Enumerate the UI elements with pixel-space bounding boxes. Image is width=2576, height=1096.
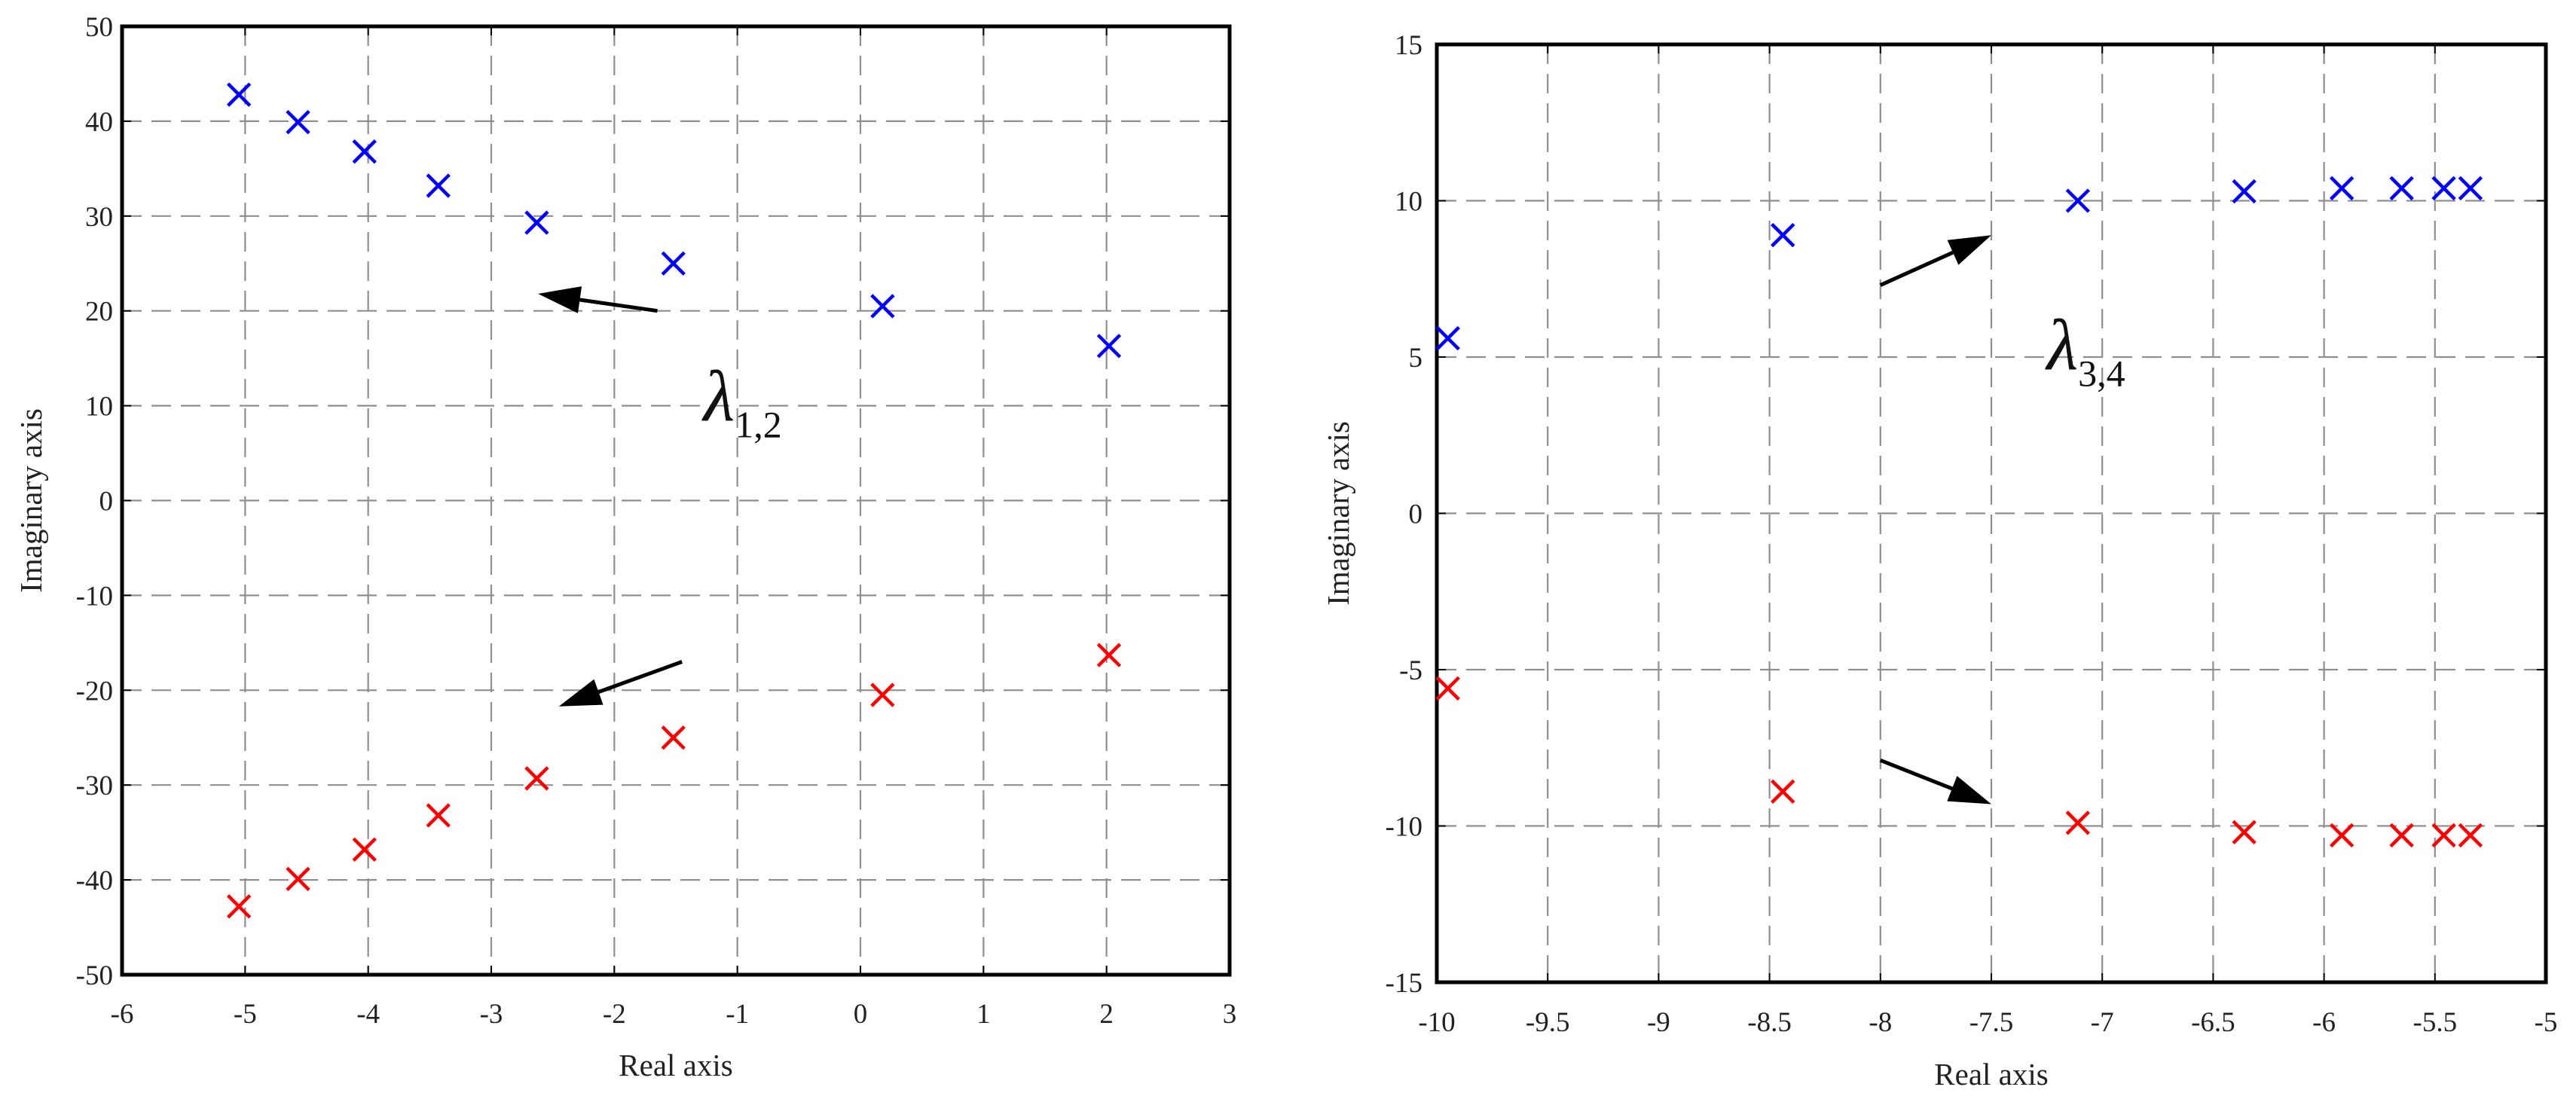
- pole-marker: [2389, 176, 2414, 201]
- pole-marker: [2065, 188, 2090, 213]
- pole-marker: [286, 866, 310, 892]
- x-tick-label: -7.5: [1969, 1007, 2014, 1038]
- x-axis-label: Real axis: [619, 1048, 732, 1082]
- pole-marker: [2458, 823, 2483, 848]
- y-tick-label: 0: [99, 487, 114, 517]
- y-tick-label: -10: [1386, 812, 1422, 843]
- pole-marker: [226, 894, 252, 919]
- direction-arrow: [538, 286, 658, 313]
- pole-marker: [1435, 325, 1460, 351]
- y-tick-label: -5: [1399, 655, 1422, 686]
- x-axis-label: Real axis: [1934, 1057, 2048, 1091]
- pole-marker: [1096, 643, 1122, 667]
- direction-arrow: [1879, 235, 1991, 287]
- y-tick-label: 20: [85, 297, 113, 328]
- pole-marker: [1771, 779, 1795, 804]
- y-axis-label: Imaginary axis: [1321, 421, 1355, 606]
- pole-marker: [286, 109, 310, 135]
- y-tick-label: 40: [85, 107, 113, 138]
- left-plot-panel: -6 -5 -4 -3 -2 -1 0 1 2 3-50-40-30-20-10010203040…: [14, 12, 1236, 1082]
- x-tick-label: 1: [976, 999, 991, 1030]
- pole-marker: [352, 837, 377, 862]
- x-tick-label: -2: [603, 999, 626, 1030]
- x-tick-label: -6.5: [2191, 1007, 2235, 1038]
- x-tick-label: -3: [480, 999, 503, 1030]
- y-tick-label: 5: [1409, 343, 1423, 374]
- y-tick-label: -30: [76, 771, 113, 801]
- direction-arrow: [1879, 759, 1991, 804]
- y-tick-label: -10: [76, 581, 113, 612]
- x-tick-label: 3: [1223, 999, 1237, 1030]
- y-tick-label: 50: [85, 12, 113, 43]
- x-tick-label: -5.5: [2413, 1007, 2458, 1038]
- pole-marker: [661, 725, 686, 750]
- x-tick-label: -9: [1647, 1007, 1670, 1038]
- pole-marker: [524, 766, 549, 791]
- y-tick-label: -20: [76, 676, 113, 707]
- eigenvalue-label: λ3,4: [2045, 305, 2125, 395]
- pole-marker: [426, 173, 451, 198]
- pole-marker: [426, 803, 451, 828]
- pole-marker: [1771, 222, 1795, 248]
- y-tick-label: 10: [85, 392, 113, 423]
- y-tick-label: 10: [1395, 187, 1422, 218]
- pole-marker: [2232, 820, 2257, 844]
- pole-marker: [524, 210, 549, 235]
- x-tick-label: -9.5: [1526, 1007, 1570, 1038]
- pole-marker: [1096, 334, 1122, 359]
- pole-marker: [2329, 823, 2354, 848]
- x-tick-label: 0: [854, 999, 868, 1030]
- y-tick-label: 15: [1395, 30, 1422, 61]
- pole-marker: [2458, 176, 2483, 201]
- pole-marker: [870, 682, 895, 707]
- y-tick-label: -50: [76, 960, 113, 991]
- y-axis-label: Imaginary axis: [14, 408, 48, 593]
- right-plot-panel: -10 -9.5 -9 -8.5 -8 -7.5 -7 -6.5 -6 -5.5 -5 -15 -10 -…: [1321, 30, 2557, 1091]
- x-tick-label: -6: [2312, 1007, 2336, 1038]
- x-tick-label: -7: [2091, 1007, 2114, 1038]
- x-tick-label: -8: [1869, 1007, 1892, 1038]
- x-tick-label: -8.5: [1747, 1007, 1792, 1038]
- pole-marker: [1435, 676, 1460, 701]
- pole-marker: [2431, 823, 2456, 848]
- y-tick-label: 0: [1409, 499, 1423, 530]
- y-tick-label: -15: [1386, 968, 1422, 999]
- x-tick-label: -4: [356, 999, 380, 1030]
- pole-marker: [226, 82, 252, 107]
- direction-arrow: [558, 660, 683, 707]
- x-tick-label: 2: [1099, 999, 1114, 1030]
- pole-marker: [2431, 176, 2456, 201]
- x-tick-label: -5: [2535, 1007, 2558, 1038]
- pole-marker: [2232, 179, 2257, 204]
- x-tick-label: -10: [1418, 1007, 1455, 1038]
- pole-marker: [661, 251, 686, 276]
- pole-marker: [2389, 823, 2414, 848]
- x-tick-label: -6: [111, 999, 134, 1030]
- eigenvalue-label: λ1,2: [701, 356, 782, 446]
- y-tick-label: -40: [76, 866, 113, 896]
- pole-marker: [2065, 811, 2090, 835]
- pole-marker: [352, 139, 377, 164]
- pole-marker: [870, 294, 895, 319]
- y-tick-label: 30: [85, 202, 113, 233]
- x-tick-label: -1: [726, 999, 749, 1030]
- x-tick-label: -5: [234, 999, 257, 1030]
- pole-marker: [2329, 176, 2354, 201]
